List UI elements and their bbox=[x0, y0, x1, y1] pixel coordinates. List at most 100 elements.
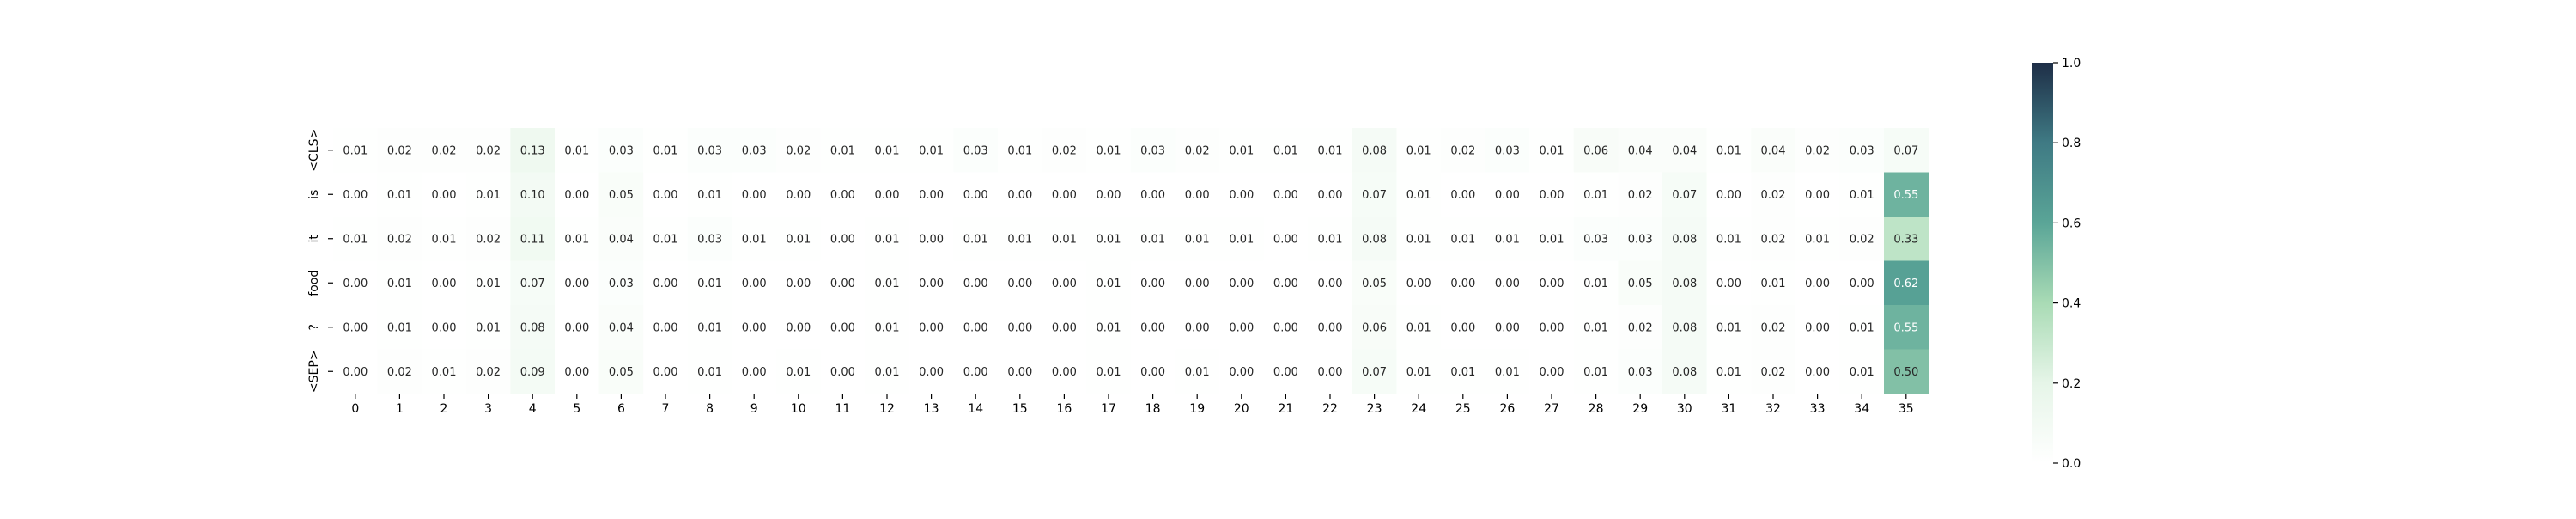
heatmap-cell-r5-c14 bbox=[953, 349, 999, 394]
x-tick-label: 14 bbox=[968, 402, 983, 416]
heatmap-cell-r0-c1 bbox=[377, 128, 422, 173]
heatmap-cell-r3-c9 bbox=[732, 260, 777, 306]
x-tick-label: 27 bbox=[1544, 402, 1559, 416]
heatmap-cell-r1-c31 bbox=[1706, 172, 1752, 217]
heatmap-cell-r3-c6 bbox=[598, 260, 644, 306]
heatmap-cell-r4-c8 bbox=[687, 305, 732, 350]
heatmap-cell-r1-c2 bbox=[422, 172, 467, 217]
cell-value-label: 0.00 bbox=[1450, 321, 1475, 334]
heatmap-cell-r0-c6 bbox=[598, 128, 644, 173]
cell-value-label: 0.00 bbox=[786, 321, 811, 334]
heatmap-cell-r5-c0 bbox=[333, 349, 378, 394]
heatmap-cell-r1-c28 bbox=[1573, 172, 1619, 217]
cell-value-label: 0.01 bbox=[1185, 233, 1210, 246]
cell-value-label: 0.01 bbox=[1583, 321, 1608, 334]
cell-value-label: 0.00 bbox=[1495, 278, 1520, 290]
heatmap-cell-r0-c2 bbox=[422, 128, 467, 173]
heatmap-cell-r4-c31 bbox=[1706, 305, 1752, 350]
x-tick-label: 21 bbox=[1278, 402, 1293, 416]
cell-value-label: 0.08 bbox=[1672, 366, 1697, 379]
heatmap-cell-labels: 0.01 0.02 0.02 0.02 0.13 0.01 0.03 0.01 0.03 0.03… bbox=[343, 144, 1918, 379]
cell-value-label: 0.00 bbox=[786, 278, 811, 290]
cell-value-label: 0.00 bbox=[1140, 321, 1165, 334]
heatmap-cell-r2-c14 bbox=[953, 217, 999, 261]
heatmap-cell-r2-c30 bbox=[1662, 217, 1707, 261]
heatmap-cell-r2-c17 bbox=[1086, 217, 1132, 261]
heatmap-cell-r0-c0 bbox=[333, 128, 378, 173]
x-tick-label: 34 bbox=[1854, 402, 1869, 416]
cell-value-label: 0.02 bbox=[1761, 366, 1786, 379]
x-tick-label: 25 bbox=[1455, 402, 1471, 416]
x-tick-label: 18 bbox=[1145, 402, 1161, 416]
x-tick-label: 0 bbox=[351, 402, 359, 416]
heatmap-cell-r1-c13 bbox=[908, 172, 954, 217]
heatmap-cells bbox=[333, 128, 1929, 394]
heatmap-cell-r2-c9 bbox=[732, 217, 777, 261]
cell-value-label: 0.00 bbox=[1318, 189, 1343, 202]
heatmap-cell-r1-c22 bbox=[1308, 172, 1353, 217]
cell-value-label: 0.02 bbox=[432, 144, 457, 157]
heatmap-cell-r0-c21 bbox=[1263, 128, 1309, 173]
cell-value-label: 0.03 bbox=[1140, 144, 1165, 157]
cell-value-label: 0.01 bbox=[1318, 144, 1343, 157]
heatmap-cell-r2-c15 bbox=[998, 217, 1042, 261]
heatmap-cell-r0-c17 bbox=[1086, 128, 1132, 173]
cell-value-label: 0.01 bbox=[476, 321, 501, 334]
heatmap-cell-r0-c11 bbox=[820, 128, 866, 173]
cell-value-label: 0.01 bbox=[1495, 366, 1520, 379]
cell-value-label: 0.01 bbox=[786, 233, 811, 246]
heatmap-cell-r4-c4 bbox=[510, 305, 556, 350]
cell-value-label: 0.01 bbox=[1716, 366, 1741, 379]
cell-value-label: 0.02 bbox=[1761, 189, 1786, 202]
cell-value-label: 0.00 bbox=[653, 366, 678, 379]
heatmap-cell-r4-c7 bbox=[643, 305, 689, 350]
heatmap-cell-r0-c16 bbox=[1042, 128, 1087, 173]
cell-value-label: 0.01 bbox=[1406, 189, 1431, 202]
y-tick-label: is bbox=[307, 190, 321, 199]
cell-value-label: 0.03 bbox=[609, 278, 634, 290]
y-axis: <CLS> is it food? <SEP> bbox=[307, 129, 333, 393]
heatmap-cell-r3-c11 bbox=[820, 260, 866, 306]
heatmap-cell-r4-c13 bbox=[908, 305, 954, 350]
cell-value-label: 0.00 bbox=[1140, 366, 1165, 379]
cell-value-label: 0.02 bbox=[1850, 233, 1874, 246]
cell-value-label: 0.00 bbox=[1007, 189, 1032, 202]
heatmap-cell-r0-c32 bbox=[1751, 128, 1796, 173]
heatmap-cell-r2-c6 bbox=[598, 217, 644, 261]
cell-value-label: 0.01 bbox=[697, 321, 722, 334]
x-tick-label: 3 bbox=[484, 402, 492, 416]
heatmap-cell-r1-c17 bbox=[1086, 172, 1132, 217]
cell-value-label: 0.02 bbox=[1450, 144, 1475, 157]
cell-value-label: 0.01 bbox=[1583, 366, 1608, 379]
cell-value-label: 0.00 bbox=[1495, 321, 1520, 334]
colorbar-tick-label: 0.4 bbox=[2062, 297, 2081, 311]
cell-value-label: 0.01 bbox=[476, 278, 501, 290]
heatmap-cell-r1-c3 bbox=[465, 172, 511, 217]
heatmap-cell-r5-c22 bbox=[1308, 349, 1353, 394]
heatmap-cell-r0-c25 bbox=[1441, 128, 1485, 173]
cell-value-label: 0.01 bbox=[387, 321, 412, 334]
heatmap-cell-r2-c22 bbox=[1308, 217, 1353, 261]
cell-value-label: 0.04 bbox=[1628, 144, 1653, 157]
heatmap-cell-r5-c10 bbox=[776, 349, 821, 394]
colorbar-tick-label: 0.6 bbox=[2062, 217, 2081, 230]
cell-value-label: 0.00 bbox=[875, 189, 900, 202]
cell-value-label: 0.01 bbox=[963, 233, 988, 246]
heatmap-cell-r3-c20 bbox=[1219, 260, 1264, 306]
y-tick-label: <SEP> bbox=[307, 350, 321, 393]
cell-value-label: 0.11 bbox=[520, 233, 545, 246]
cell-value-label: 0.00 bbox=[830, 321, 855, 334]
heatmap-cell-r5-c15 bbox=[998, 349, 1042, 394]
cell-value-label: 0.00 bbox=[1318, 278, 1343, 290]
cell-value-label: 0.00 bbox=[1805, 189, 1830, 202]
heatmap-cell-r2-c2 bbox=[422, 217, 467, 261]
heatmap-cell-r2-c21 bbox=[1263, 217, 1309, 261]
x-tick-label: 12 bbox=[879, 402, 895, 416]
cell-value-label: 0.55 bbox=[1893, 189, 1918, 202]
heatmap-cell-r0-c31 bbox=[1706, 128, 1752, 173]
heatmap-cell-r3-c12 bbox=[865, 260, 910, 306]
heatmap-cell-r1-c16 bbox=[1042, 172, 1087, 217]
cell-value-label: 0.00 bbox=[1406, 278, 1431, 290]
cell-value-label: 0.03 bbox=[963, 144, 988, 157]
heatmap-cell-r3-c15 bbox=[998, 260, 1042, 306]
